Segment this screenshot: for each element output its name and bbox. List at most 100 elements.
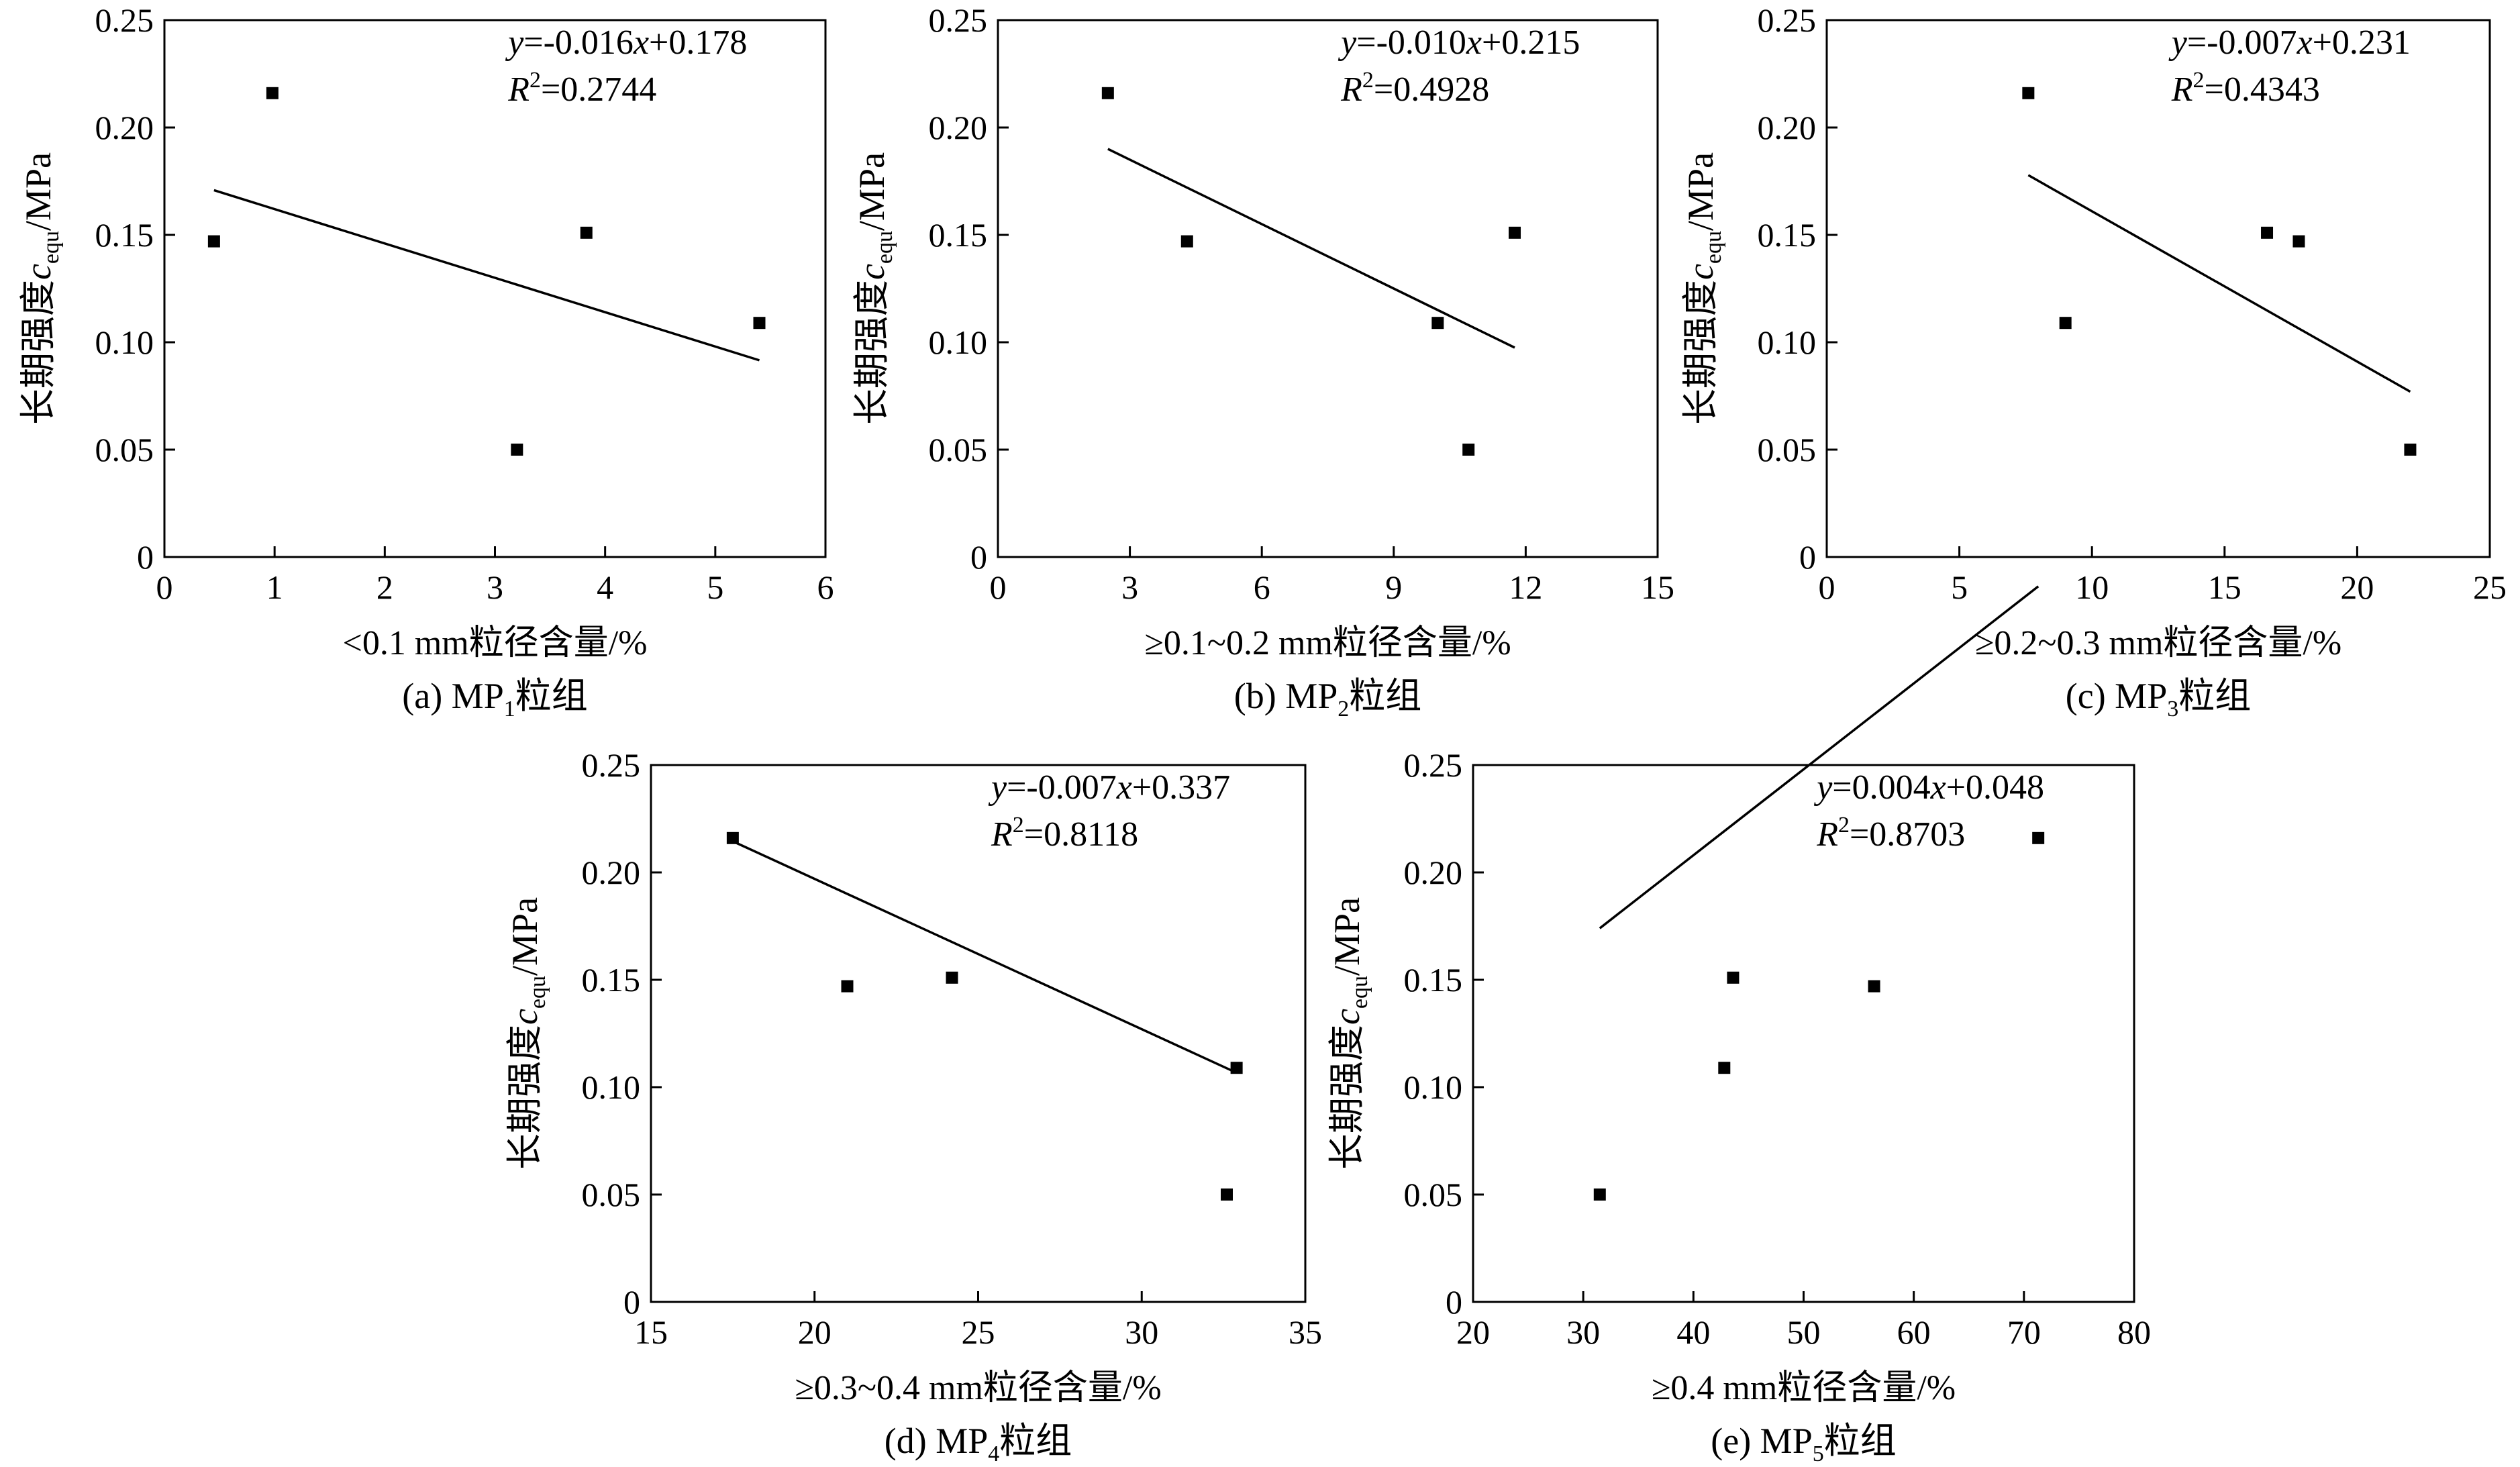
x-tick-label: 0 [1819, 568, 1835, 606]
data-point [1230, 1062, 1243, 1074]
x-axis-label: <0.1 mm粒径含量/% [343, 624, 648, 662]
y-tick-label: 0 [970, 538, 987, 576]
y-tick-label: 0.05 [95, 431, 154, 468]
data-point [841, 980, 854, 993]
x-tick-label: 50 [1787, 1313, 1821, 1351]
data-point [580, 226, 593, 239]
y-tick-label: 0 [137, 538, 154, 576]
chart-panel-4: 15 20 25 30 35 0 0.05 0.10 0.15 0.20 0.25 y=-0.007x… [505, 746, 1322, 1466]
data-point [1221, 1188, 1233, 1201]
y-tick-label: 0.20 [1404, 854, 1463, 891]
data-point [753, 317, 766, 330]
panel-caption: (b) MP2粒组 [1234, 676, 1422, 721]
x-axis-label: ≥0.3~0.4 mm粒径含量/% [795, 1369, 1161, 1407]
y-tick-label: 0 [1799, 538, 1816, 576]
trend-line [1107, 148, 1515, 349]
y-tick-label: 0.05 [1404, 1176, 1463, 1213]
trend-line [213, 189, 760, 362]
x-tick-label: 25 [2473, 568, 2507, 606]
data-point [2059, 317, 2072, 330]
r-squared: R2=0.8118 [991, 813, 1138, 854]
trend-line [1599, 585, 2039, 929]
data-point [2404, 444, 2417, 456]
y-tick-label: 0.20 [929, 109, 988, 146]
x-tick-label: 20 [1456, 1313, 1490, 1351]
panel-caption: (d) MP4粒组 [885, 1421, 1072, 1466]
data-point [2292, 235, 2305, 248]
y-tick-label: 0.15 [1758, 216, 1817, 254]
data-point [726, 831, 739, 844]
panel-caption: (e) MP5粒组 [1711, 1421, 1896, 1466]
data-point [946, 971, 958, 984]
y-tick-label: 0 [1446, 1283, 1462, 1321]
data-point [2032, 831, 2045, 844]
x-tick-label: 30 [1566, 1313, 1600, 1351]
y-tick-label: 0.25 [1404, 746, 1463, 784]
data-point [1868, 980, 1880, 993]
data-point [1509, 226, 1521, 239]
regression-equation: y=-0.007x+0.231 [2168, 23, 2411, 62]
panel-caption: (a) MP1粒组 [402, 676, 587, 721]
y-tick-label: 0.20 [1758, 109, 1817, 146]
y-tick-label: 0.25 [582, 746, 641, 784]
r-squared: R2=0.4928 [1340, 68, 1489, 109]
x-tick-label: 80 [2117, 1313, 2151, 1351]
y-tick-label: 0.15 [582, 961, 641, 999]
r-squared: R2=0.2744 [507, 68, 656, 109]
y-axis-label: 长期强度cequ/MPa [505, 897, 550, 1170]
data-point [2261, 226, 2274, 239]
data-point [1593, 1188, 1606, 1201]
trend-line [2027, 174, 2411, 393]
x-tick-label: 35 [1289, 1313, 1322, 1351]
plot-frame [163, 19, 827, 558]
panel-caption: (c) MP3粒组 [2066, 676, 2251, 721]
y-tick-label: 0.10 [1758, 323, 1817, 361]
data-point [1462, 444, 1475, 456]
x-tick-label: 20 [2340, 568, 2374, 606]
data-point [207, 235, 220, 248]
y-axis-label: 长期强度cequ/MPa [1680, 152, 1726, 425]
data-point [2022, 87, 2035, 99]
x-tick-label: 2 [376, 568, 393, 606]
x-tick-label: 6 [817, 568, 834, 606]
y-axis-label: 长期强度cequ/MPa [852, 152, 897, 425]
x-tick-label: 3 [1121, 568, 1138, 606]
x-tick-label: 70 [2007, 1313, 2041, 1351]
x-tick-label: 20 [798, 1313, 831, 1351]
regression-equation: y=-0.007x+0.337 [988, 768, 1230, 807]
data-point [1180, 235, 1193, 248]
y-tick-label: 0.15 [95, 216, 154, 254]
x-tick-label: 60 [1897, 1313, 1931, 1351]
y-tick-label: 0.10 [95, 323, 154, 361]
y-tick-label: 0.05 [582, 1176, 641, 1213]
x-tick-label: 12 [1509, 568, 1542, 606]
y-tick-label: 0.20 [95, 109, 154, 146]
y-tick-label: 0.20 [582, 854, 641, 891]
data-point [266, 87, 279, 99]
regression-equation: y=-0.010x+0.215 [1338, 23, 1580, 62]
plot-frame [1472, 764, 2135, 1303]
data-point [1718, 1062, 1731, 1074]
y-tick-label: 0.15 [929, 216, 988, 254]
x-tick-label: 0 [990, 568, 1007, 606]
x-tick-label: 30 [1125, 1313, 1158, 1351]
data-point [1101, 87, 1114, 99]
y-tick-label: 0.10 [1404, 1068, 1463, 1106]
x-tick-label: 10 [2075, 568, 2109, 606]
y-tick-label: 0.05 [1758, 431, 1817, 468]
r-squared: R2=0.8703 [1816, 813, 1965, 854]
y-tick-label: 0.05 [929, 431, 988, 468]
y-tick-label: 0.25 [929, 1, 988, 39]
x-tick-label: 15 [2208, 568, 2241, 606]
y-axis-label: 长期强度cequ/MPa [1327, 897, 1372, 1170]
plot-frame [650, 764, 1307, 1303]
y-tick-label: 0.10 [582, 1068, 641, 1106]
chart-panel-2: 0 3 6 9 12 15 0 0.05 0.10 0.15 0.20 0.25 y=-0.010x+0… [852, 1, 1674, 721]
regression-equation: y=0.004x+0.048 [1813, 768, 2044, 807]
x-tick-label: 1 [266, 568, 283, 606]
y-tick-label: 0.10 [929, 323, 988, 361]
r-squared: R2=0.4343 [2171, 68, 2320, 109]
x-tick-label: 5 [1951, 568, 1968, 606]
plot-frame [997, 19, 1659, 558]
data-point [1727, 971, 1740, 984]
